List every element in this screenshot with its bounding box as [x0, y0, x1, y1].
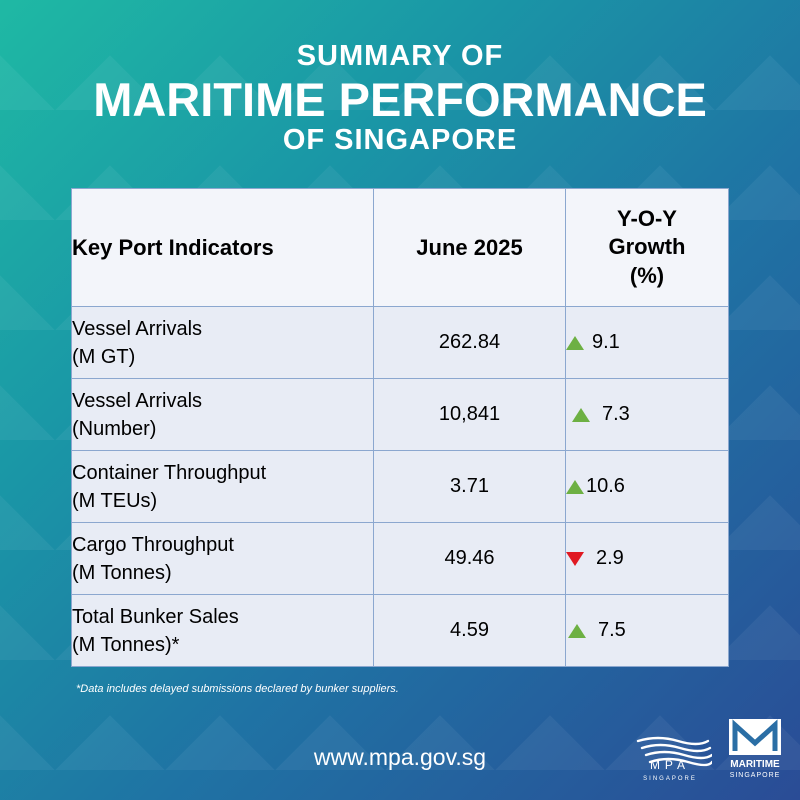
- growth-value: 9.1: [592, 331, 620, 353]
- growth-cell: 10.6: [565, 450, 729, 523]
- value-cell: 262.84: [373, 306, 566, 379]
- table-row: Vessel Arrivals (M GT) 262.84 9.1: [71, 306, 729, 379]
- growth-value: 2.9: [596, 547, 624, 569]
- indicator-name: Vessel Arrivals: [72, 317, 203, 340]
- header-yoy-line-3: (%): [629, 262, 665, 288]
- growth-cell: 7.5: [565, 594, 729, 667]
- indicator-name: Container Throughput: [72, 461, 267, 484]
- title-line-3: OF SINGAPORE: [282, 124, 518, 156]
- header-indicators: Key Port Indicators: [71, 188, 374, 307]
- website-link[interactable]: www.mpa.gov.sg: [313, 744, 487, 770]
- down-arrow-icon: [566, 551, 584, 566]
- value-cell: 3.71: [373, 450, 566, 523]
- header-yoy-line-2: Growth: [608, 234, 686, 260]
- up-arrow-icon: [572, 407, 590, 422]
- title-line-1: SUMMARY OF: [296, 40, 504, 72]
- value-cell: 4.59: [373, 594, 566, 667]
- indicator-cell: Vessel Arrivals (Number): [71, 378, 374, 451]
- up-arrow-icon: [566, 335, 584, 350]
- header-yoy-line-1: Y-O-Y: [617, 205, 677, 231]
- header-row: Key Port Indicators June 2025 Y-O-Y Grow…: [71, 188, 729, 307]
- indicator-cell: Cargo Throughput (M Tonnes): [71, 522, 374, 595]
- growth-cell: 9.1: [565, 306, 729, 379]
- indicator-unit: (M Tonnes)*: [72, 633, 180, 656]
- indicator-name: Total Bunker Sales: [72, 605, 239, 628]
- table-row: Vessel Arrivals (Number) 10,841 7.3: [71, 378, 729, 451]
- maritime-logo-text: MARITIME: [730, 759, 780, 770]
- up-arrow-icon: [566, 479, 584, 494]
- growth-cell: 7.3: [565, 378, 729, 451]
- table-row: Cargo Throughput (M Tonnes) 49.46 2.9: [71, 522, 729, 595]
- growth-value: 10.6: [586, 475, 625, 497]
- value-cell: 49.46: [373, 522, 566, 595]
- indicator-cell: Total Bunker Sales (M Tonnes)*: [71, 594, 374, 667]
- indicator-name: Vessel Arrivals: [72, 389, 203, 412]
- indicator-cell: Vessel Arrivals (M GT): [71, 306, 374, 379]
- header-june-2025: June 2025: [373, 188, 566, 307]
- table-row: Total Bunker Sales (M Tonnes)* 4.59 7.5: [71, 594, 729, 667]
- growth-value: 7.3: [602, 403, 630, 425]
- header-yoy-growth: Y-O-Y Growth (%): [565, 188, 729, 307]
- indicator-unit: (M TEUs): [72, 489, 158, 512]
- mpa-logo-subtext: SINGAPORE: [643, 776, 697, 782]
- indicator-unit: (Number): [72, 417, 157, 440]
- up-arrow-icon: [568, 623, 586, 638]
- indicators-table: Key Port Indicators June 2025 Y-O-Y Grow…: [71, 188, 729, 667]
- growth-cell: 2.9: [565, 522, 729, 595]
- indicator-unit: (M GT): [72, 345, 136, 368]
- indicator-cell: Container Throughput (M TEUs): [71, 450, 374, 523]
- table-row: Container Throughput (M TEUs) 3.71 10.6: [71, 450, 729, 523]
- maritime-singapore-logo-icon: [729, 719, 781, 755]
- value-cell: 10,841: [373, 378, 566, 451]
- maritime-logo-subtext: SINGAPORE: [729, 772, 781, 779]
- mpa-wave-logo-icon: [636, 736, 712, 767]
- title-line-2: MARITIME PERFORMANCE: [93, 73, 707, 126]
- table-body: Vessel Arrivals (M GT) 262.84 9.1 Vessel …: [71, 306, 729, 667]
- table-header: Key Port Indicators June 2025 Y-O-Y Grow…: [71, 188, 729, 307]
- indicator-unit: (M Tonnes): [72, 561, 172, 584]
- mpa-logo-text: MPA: [649, 758, 691, 772]
- indicator-name: Cargo Throughput: [72, 533, 234, 556]
- footnote: *Data includes delayed submissions decla…: [76, 683, 399, 695]
- growth-value: 7.5: [598, 619, 626, 641]
